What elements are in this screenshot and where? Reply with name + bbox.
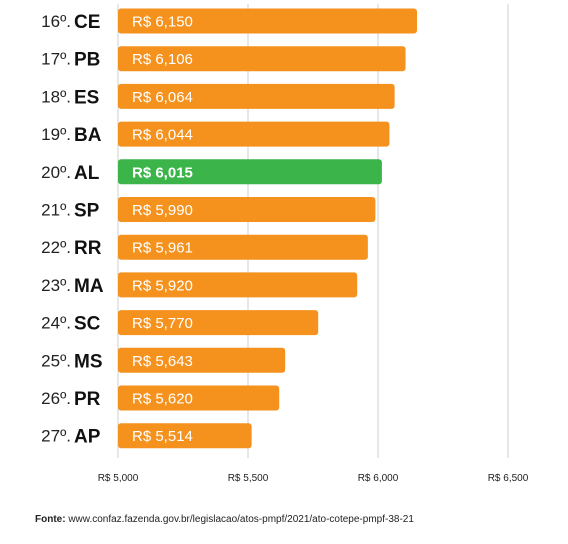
data-label: R$ 5,990 — [132, 202, 193, 219]
bar — [118, 310, 319, 336]
bar — [118, 46, 406, 72]
data-label: R$ 6,044 — [132, 127, 193, 144]
rank-label: 20º. — [41, 163, 71, 182]
rank-label: 22º. — [41, 238, 71, 257]
x-tick-label: R$ 5,000 — [98, 473, 139, 484]
data-label: R$ 6,106 — [132, 51, 193, 68]
bar-chart: 16º. CE R$ 6,150 17º. PB R$ 6,106 18º. ES R$ 6,0… — [41, 4, 529, 484]
rank-label: 24º. — [41, 314, 71, 333]
rank-label: 23º. — [41, 276, 71, 295]
category-label: CE — [74, 12, 100, 33]
data-label: R$ 6,015 — [132, 164, 193, 181]
x-tick-label: R$ 5,500 — [228, 473, 269, 484]
bar — [118, 121, 390, 147]
data-label: R$ 5,920 — [132, 277, 193, 294]
data-label: R$ 5,770 — [132, 315, 193, 332]
source-url: www.confaz.fazenda.gov.br/legislacao/ato… — [68, 514, 414, 525]
category-label: BA — [74, 125, 102, 146]
bar — [118, 272, 358, 298]
data-label: R$ 5,514 — [132, 428, 193, 445]
data-label: R$ 5,961 — [132, 240, 193, 257]
rank-label: 21º. — [41, 201, 71, 220]
rank-label: 27º. — [41, 427, 71, 446]
bar — [118, 8, 417, 34]
category-label: ES — [74, 87, 99, 108]
bar — [118, 83, 395, 109]
data-label: R$ 6,064 — [132, 89, 193, 106]
bar — [118, 197, 376, 222]
category-label: MS — [74, 351, 103, 372]
category-label: PR — [74, 389, 101, 410]
category-label: SC — [74, 314, 101, 335]
bar — [118, 234, 368, 260]
category-label: SP — [74, 201, 100, 222]
x-tick-label: R$ 6,500 — [488, 473, 529, 484]
data-label: R$ 5,620 — [132, 391, 193, 408]
bar — [118, 423, 252, 449]
rank-label: 16º. — [41, 12, 71, 31]
rank-label: 19º. — [41, 125, 71, 144]
data-label: R$ 5,643 — [132, 353, 193, 370]
rank-label: 26º. — [41, 389, 71, 408]
source-label: Fonte: — [35, 514, 66, 525]
data-label: R$ 6,150 — [132, 14, 193, 31]
source-note: Fonte: www.confaz.fazenda.gov.br/legisla… — [35, 514, 414, 525]
rank-label: 25º. — [41, 351, 71, 370]
rank-label: 17º. — [41, 50, 71, 69]
bar — [118, 385, 280, 411]
category-label: AL — [74, 163, 100, 184]
bar — [118, 347, 286, 373]
category-label: RR — [74, 238, 102, 259]
rank-label: 18º. — [41, 87, 71, 106]
x-tick-label: R$ 6,000 — [358, 473, 399, 484]
bar — [118, 159, 382, 185]
category-label: AP — [74, 427, 101, 448]
category-label: MA — [74, 276, 104, 297]
category-label: PB — [74, 50, 100, 71]
